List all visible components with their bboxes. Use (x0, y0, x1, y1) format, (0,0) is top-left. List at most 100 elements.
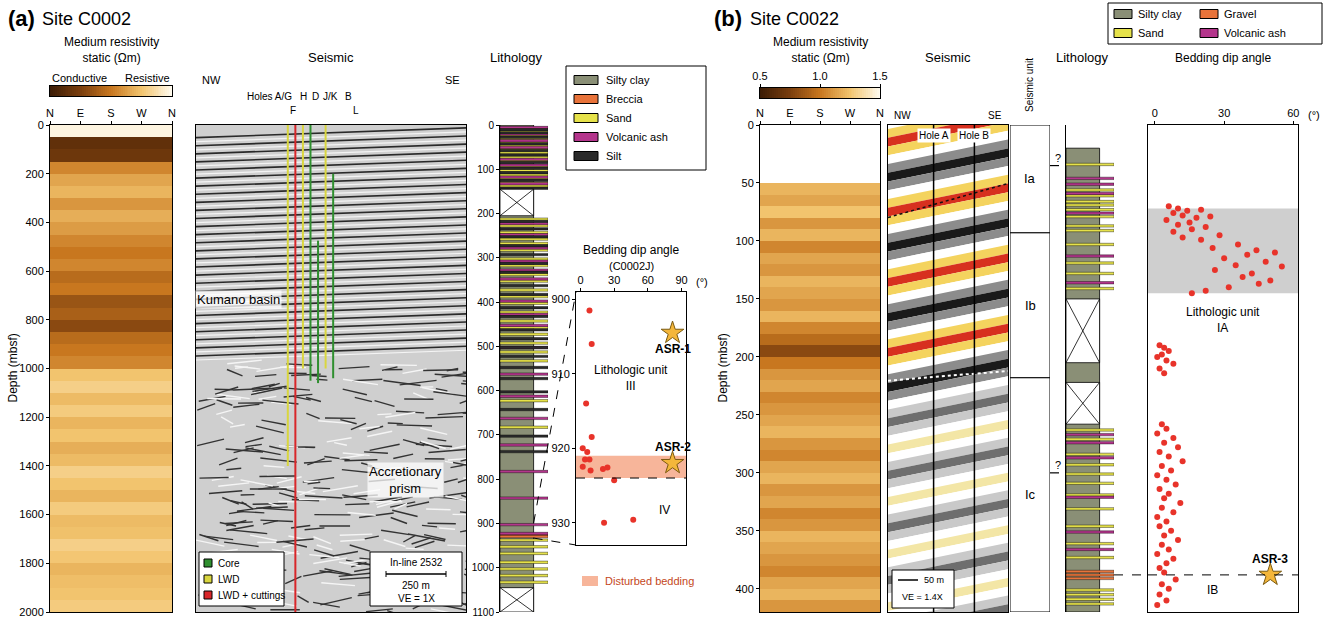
svg-text:Ia: Ia (1024, 171, 1036, 186)
svg-text:50 m: 50 m (924, 575, 944, 585)
svg-text:2000: 2000 (19, 606, 43, 618)
svg-text:60: 60 (642, 274, 654, 286)
svg-text:800: 800 (477, 474, 494, 485)
svg-text:350: 350 (735, 525, 753, 537)
svg-text:300: 300 (477, 252, 494, 263)
svg-text:400: 400 (25, 216, 43, 228)
svg-text:E: E (786, 107, 793, 119)
svg-text:S: S (107, 107, 114, 119)
svg-text:Ic: Ic (1025, 487, 1036, 502)
svg-text:0: 0 (1152, 107, 1158, 119)
svg-text:N: N (756, 107, 764, 119)
svg-text:Resistive: Resistive (125, 72, 170, 84)
svg-text:?: ? (1055, 152, 1061, 164)
svg-text:L: L (353, 105, 359, 116)
svg-text:IV: IV (659, 503, 670, 517)
svg-text:600: 600 (477, 385, 494, 396)
svg-text:Depth (mbsf): Depth (mbsf) (6, 333, 20, 402)
svg-text:D: D (312, 91, 319, 102)
svg-text:Silty clay: Silty clay (606, 74, 650, 86)
svg-text:LWD + cuttings: LWD + cuttings (218, 590, 285, 601)
svg-text:?: ? (1055, 459, 1061, 471)
svg-text:ASR-3: ASR-3 (1252, 552, 1288, 566)
svg-text:VE = 1.4X: VE = 1.4X (902, 592, 943, 602)
svg-text:Core: Core (218, 558, 240, 569)
svg-text:Hole A: Hole A (919, 130, 949, 141)
svg-text:1000: 1000 (472, 562, 495, 573)
svg-text:100: 100 (477, 164, 494, 175)
svg-text:Bedding dip angle: Bedding dip angle (583, 243, 679, 257)
svg-text:Silt: Silt (606, 150, 621, 162)
svg-text:Depth (mbsf): Depth (mbsf) (716, 333, 730, 402)
svg-text:Medium resistivitystatic (Ωm): Medium resistivitystatic (Ωm) (64, 35, 159, 65)
svg-text:SE: SE (445, 74, 460, 86)
svg-text:W: W (136, 107, 147, 119)
svg-text:200: 200 (735, 351, 753, 363)
svg-text:B: B (345, 91, 352, 102)
svg-text:0: 0 (38, 119, 44, 131)
svg-text:1200: 1200 (19, 411, 43, 423)
svg-text:60: 60 (1287, 107, 1299, 119)
svg-text:700: 700 (477, 429, 494, 440)
svg-text:N: N (168, 107, 176, 119)
svg-text:NW: NW (202, 74, 221, 86)
svg-text:(b): (b) (714, 6, 742, 31)
svg-text:1000: 1000 (19, 362, 43, 374)
svg-text:Kumano basin: Kumano basin (197, 292, 280, 307)
svg-text:Ib: Ib (1025, 298, 1036, 313)
svg-text:920: 920 (551, 442, 569, 454)
svg-text:Medium resistivitystatic (Ωm): Medium resistivitystatic (Ωm) (773, 35, 868, 65)
svg-text:Accretionaryprism: Accretionaryprism (369, 464, 442, 496)
svg-text:50: 50 (742, 177, 754, 189)
svg-text:900: 900 (477, 518, 494, 529)
svg-text:Holes A/G: Holes A/G (247, 91, 292, 102)
svg-text:90: 90 (675, 274, 687, 286)
svg-text:Sand: Sand (606, 112, 632, 124)
svg-text:IB: IB (1207, 583, 1218, 597)
svg-text:250: 250 (735, 409, 753, 421)
svg-text:ASR-2: ASR-2 (655, 440, 691, 454)
svg-text:LWD: LWD (218, 574, 239, 585)
svg-text:Breccia: Breccia (606, 93, 644, 105)
svg-text:0: 0 (748, 119, 754, 131)
svg-text:In-line 2532: In-line 2532 (390, 557, 443, 568)
svg-text:(°): (°) (696, 276, 708, 288)
svg-text:Conductive: Conductive (52, 72, 107, 84)
svg-text:Seismic: Seismic (925, 50, 971, 65)
svg-text:300: 300 (735, 467, 753, 479)
svg-text:Disturbed bedding: Disturbed bedding (605, 575, 694, 587)
svg-text:500: 500 (477, 341, 494, 352)
svg-text:Site C0002: Site C0002 (42, 9, 131, 29)
svg-text:1100: 1100 (472, 607, 494, 618)
svg-text:Lithology: Lithology (490, 50, 543, 65)
svg-text:J/K: J/K (323, 91, 338, 102)
svg-text:SE: SE (988, 110, 1002, 121)
svg-text:0: 0 (577, 274, 583, 286)
svg-text:S: S (816, 107, 823, 119)
svg-text:800: 800 (25, 314, 43, 326)
svg-text:30: 30 (1218, 107, 1230, 119)
svg-text:Gravel: Gravel (1224, 8, 1256, 20)
svg-text:W: W (845, 107, 856, 119)
svg-text:(°): (°) (1308, 109, 1320, 121)
svg-text:Hole B: Hole B (959, 130, 989, 141)
svg-text:150: 150 (735, 293, 753, 305)
svg-text:N: N (876, 107, 884, 119)
svg-text:0.5: 0.5 (752, 70, 767, 82)
svg-text:(C0002J): (C0002J) (609, 260, 654, 272)
svg-text:Volcanic ash: Volcanic ash (606, 131, 668, 143)
svg-text:1600: 1600 (19, 508, 43, 520)
svg-text:1800: 1800 (19, 557, 43, 569)
svg-text:250 m: 250 m (402, 580, 430, 591)
svg-text:910: 910 (551, 368, 569, 380)
svg-text:Site C0022: Site C0022 (750, 9, 839, 29)
svg-text:100: 100 (735, 235, 753, 247)
svg-text:1.0: 1.0 (812, 70, 827, 82)
svg-text:400: 400 (735, 583, 753, 595)
svg-text:930: 930 (551, 517, 569, 529)
svg-text:ASR-1: ASR-1 (655, 342, 691, 356)
svg-text:1400: 1400 (19, 460, 43, 472)
svg-text:E: E (77, 107, 84, 119)
svg-text:(a): (a) (8, 6, 35, 31)
svg-text:Sand: Sand (1138, 27, 1164, 39)
